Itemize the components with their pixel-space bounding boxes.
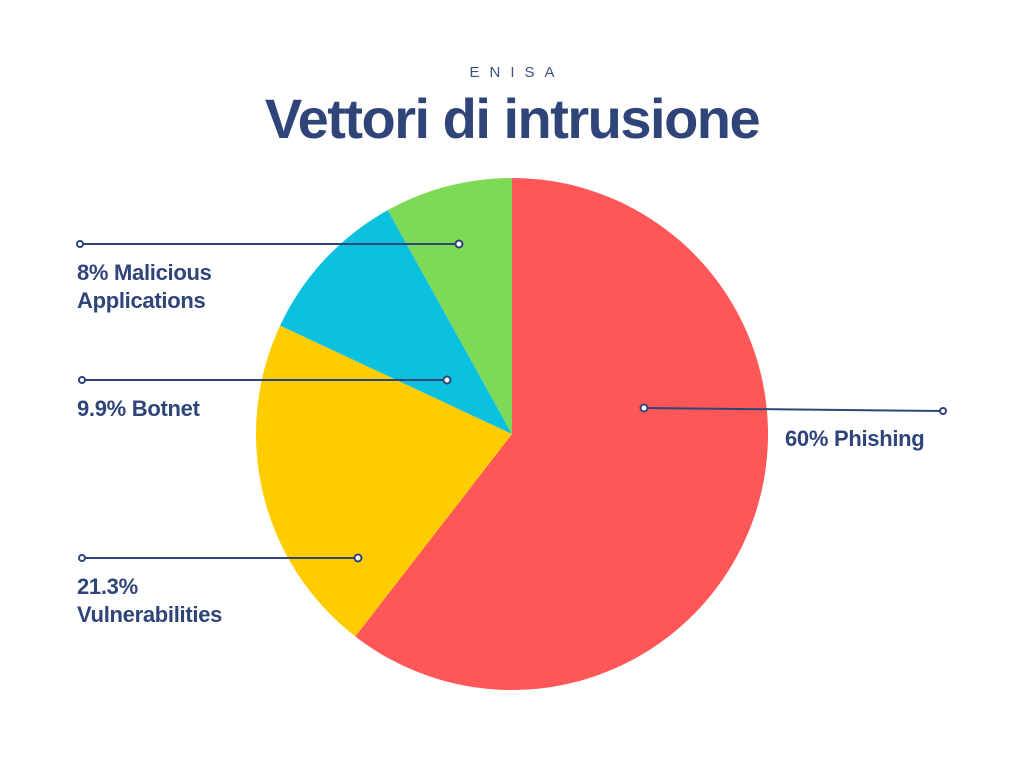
leader-dot-icon: [76, 240, 84, 248]
leader-dot-icon: [78, 376, 86, 384]
label-malicious-line2: Applications: [77, 288, 206, 313]
label-vulnerabilities: 21.3% Vulnerabilities: [77, 573, 222, 629]
source-kicker: ENISA: [469, 64, 565, 81]
label-phishing: 60% Phishing: [785, 426, 925, 451]
leader-dot-icon: [78, 554, 86, 562]
leader-dot-icon: [939, 407, 947, 415]
label-vulnerabilities-name: Vulnerabilities: [77, 602, 223, 627]
label-vulnerabilities-pct: 21.3%: [77, 574, 138, 599]
chart-title: Vettori di intrusione: [264, 87, 761, 150]
label-botnet: 9.9% Botnet: [77, 396, 200, 421]
leader-dot-icon: [442, 375, 452, 385]
label-malicious-line1: 8% Malicious: [77, 260, 212, 285]
leader-line-phishing: [643, 407, 944, 412]
pie-slices: [255, 178, 768, 691]
label-malicious-applications: 8% Malicious Applications: [77, 259, 212, 315]
leader-dot-icon: [454, 239, 464, 249]
leader-dot-icon: [639, 403, 649, 413]
leader-lines: [76, 239, 947, 563]
leader-dot-icon: [353, 553, 363, 563]
pie-slice-botnet: [280, 210, 512, 434]
pie-slice-phishing: [355, 178, 768, 691]
pie-slice-malicious-applications: [387, 178, 512, 434]
